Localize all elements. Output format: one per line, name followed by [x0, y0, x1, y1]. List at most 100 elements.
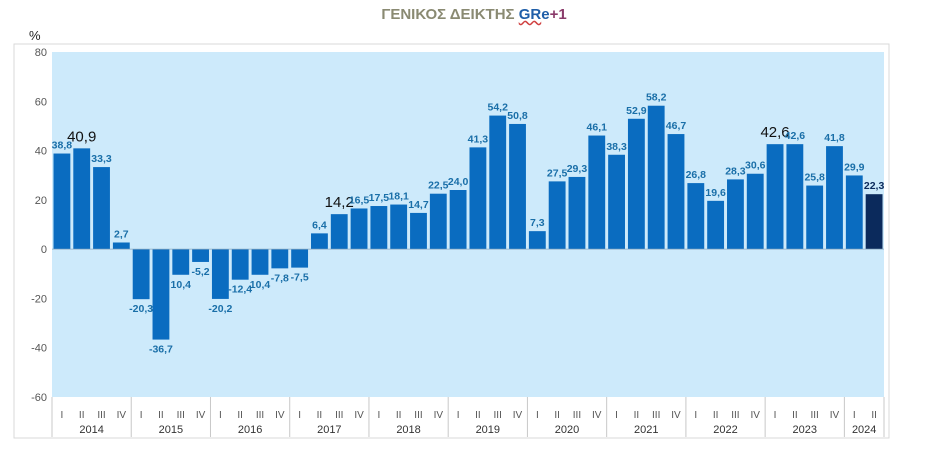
data-label-13: -7,5 — [291, 272, 309, 284]
bar-9 — [211, 249, 229, 299]
x-tick-quarter: II — [317, 410, 323, 421]
y-tick-label: 0 — [41, 244, 47, 256]
x-tick-quarter: III — [97, 410, 105, 421]
data-label-7: 10,4 — [171, 279, 192, 291]
data-label-2: 40,9 — [67, 128, 96, 145]
x-tick-quarter: IV — [434, 410, 444, 421]
data-label-31: 58,2 — [646, 92, 667, 104]
x-tick-year: 2024 — [852, 424, 876, 436]
bar-21 — [449, 190, 467, 250]
x-tick-quarter: IV — [751, 410, 761, 421]
x-tick-quarter: I — [774, 410, 777, 421]
data-label-37: 42,6 — [760, 124, 789, 141]
data-label-23: 54,2 — [487, 102, 508, 114]
data-label-14: 6,4 — [312, 219, 327, 231]
data-label-41: 29,9 — [844, 161, 865, 173]
data-label-22: 41,3 — [468, 133, 489, 145]
chart-title-e: e — [541, 6, 550, 23]
bar-40 — [826, 146, 843, 250]
data-label-38: 42,6 — [785, 130, 806, 142]
x-tick-quarter: IV — [117, 410, 127, 421]
x-axis: I II III IV I II III IV I II III IV I II III IV I II III IV… — [51, 397, 885, 437]
data-label-28: 46,1 — [587, 122, 608, 134]
data-label-16: 16,5 — [349, 194, 370, 206]
bar-16 — [350, 208, 368, 250]
x-tick-quarter: II — [79, 410, 85, 421]
y-tick-label: 20 — [35, 195, 47, 207]
bar-8 — [192, 249, 209, 262]
bar-38 — [786, 144, 804, 250]
x-tick-quarter: II — [396, 410, 402, 421]
data-label-34: 19,6 — [705, 187, 726, 199]
data-label-30: 52,9 — [626, 105, 647, 117]
data-label-29: 38,3 — [606, 141, 627, 153]
bar-42 — [865, 194, 883, 250]
x-tick-quarter: II — [475, 410, 481, 421]
bar-39 — [806, 185, 824, 250]
y-tick-label: 40 — [35, 146, 47, 158]
bar-18 — [390, 204, 408, 250]
data-label-25: 7,3 — [530, 217, 545, 229]
x-tick-quarter: I — [694, 410, 697, 421]
y-tick-label: 80 — [35, 47, 47, 59]
bar-30 — [627, 118, 645, 250]
bar-37 — [766, 144, 784, 250]
bar-6 — [152, 249, 170, 340]
x-tick-quarter: II — [634, 410, 640, 421]
x-tick-quarter: I — [61, 410, 64, 421]
plot-area — [52, 52, 884, 397]
data-label-5: -20,3 — [129, 303, 153, 315]
data-label-12: -7,8 — [271, 272, 289, 284]
x-tick-quarter: III — [177, 410, 185, 421]
x-tick-quarter: I — [298, 410, 301, 421]
x-tick-quarter: I — [219, 410, 222, 421]
chart-title-gr: GR — [518, 6, 542, 23]
bar-17 — [370, 206, 388, 250]
bar-35 — [727, 179, 744, 250]
x-tick-quarter: II — [792, 410, 798, 421]
data-label-3: 33,3 — [91, 153, 112, 165]
data-label-4: 2,7 — [114, 228, 129, 240]
x-tick-year: 2016 — [238, 424, 262, 436]
x-tick-quarter: II — [158, 410, 164, 421]
data-label-20: 22,5 — [428, 180, 449, 192]
data-label-24: 50,8 — [507, 110, 528, 122]
y-tick-label: -40 — [31, 343, 47, 355]
data-label-35: 28,3 — [725, 165, 746, 177]
data-label-26: 27,5 — [547, 167, 568, 179]
bar-13 — [291, 249, 309, 268]
x-tick-quarter: I — [140, 410, 143, 421]
x-tick-year: 2018 — [396, 424, 420, 436]
x-tick-quarter: II — [871, 410, 877, 421]
x-tick-quarter: II — [237, 410, 243, 421]
x-tick-quarter: III — [731, 410, 739, 421]
bar-7 — [172, 249, 190, 275]
data-label-19: 14,7 — [408, 199, 429, 211]
x-tick-quarter: IV — [830, 410, 840, 421]
bar-12 — [271, 249, 289, 269]
bars — [53, 105, 883, 340]
bar-23 — [489, 115, 507, 250]
x-tick-quarter: III — [494, 410, 502, 421]
x-tick-quarter: III — [256, 410, 264, 421]
bar-4 — [112, 242, 130, 250]
bar-10 — [231, 249, 249, 280]
bar-36 — [746, 173, 764, 250]
bar-34 — [707, 200, 725, 250]
x-tick-quarter: III — [573, 410, 581, 421]
x-tick-quarter: IV — [354, 410, 364, 421]
x-tick-year: 2021 — [634, 424, 658, 436]
data-label-21: 24,0 — [448, 176, 469, 188]
x-tick-quarter: III — [335, 410, 343, 421]
x-tick-quarter: I — [536, 410, 539, 421]
x-tick-quarter: IV — [592, 410, 602, 421]
x-tick-quarter: IV — [275, 410, 285, 421]
x-tick-year: 2020 — [555, 424, 579, 436]
data-label-1: 38,8 — [52, 140, 73, 152]
bar-27 — [568, 176, 586, 250]
chart-title-main: ΓΕΝΙΚΟΣ ΔΕΙΚΤΗΣ — [381, 6, 519, 23]
chart-title: ΓΕΝΙΚΟΣ ΔΕΙΚΤΗΣ GRe+1 — [0, 6, 948, 23]
x-tick-quarter: III — [414, 410, 422, 421]
x-tick-year: 2015 — [159, 424, 183, 436]
data-label-8: -5,2 — [192, 266, 210, 278]
